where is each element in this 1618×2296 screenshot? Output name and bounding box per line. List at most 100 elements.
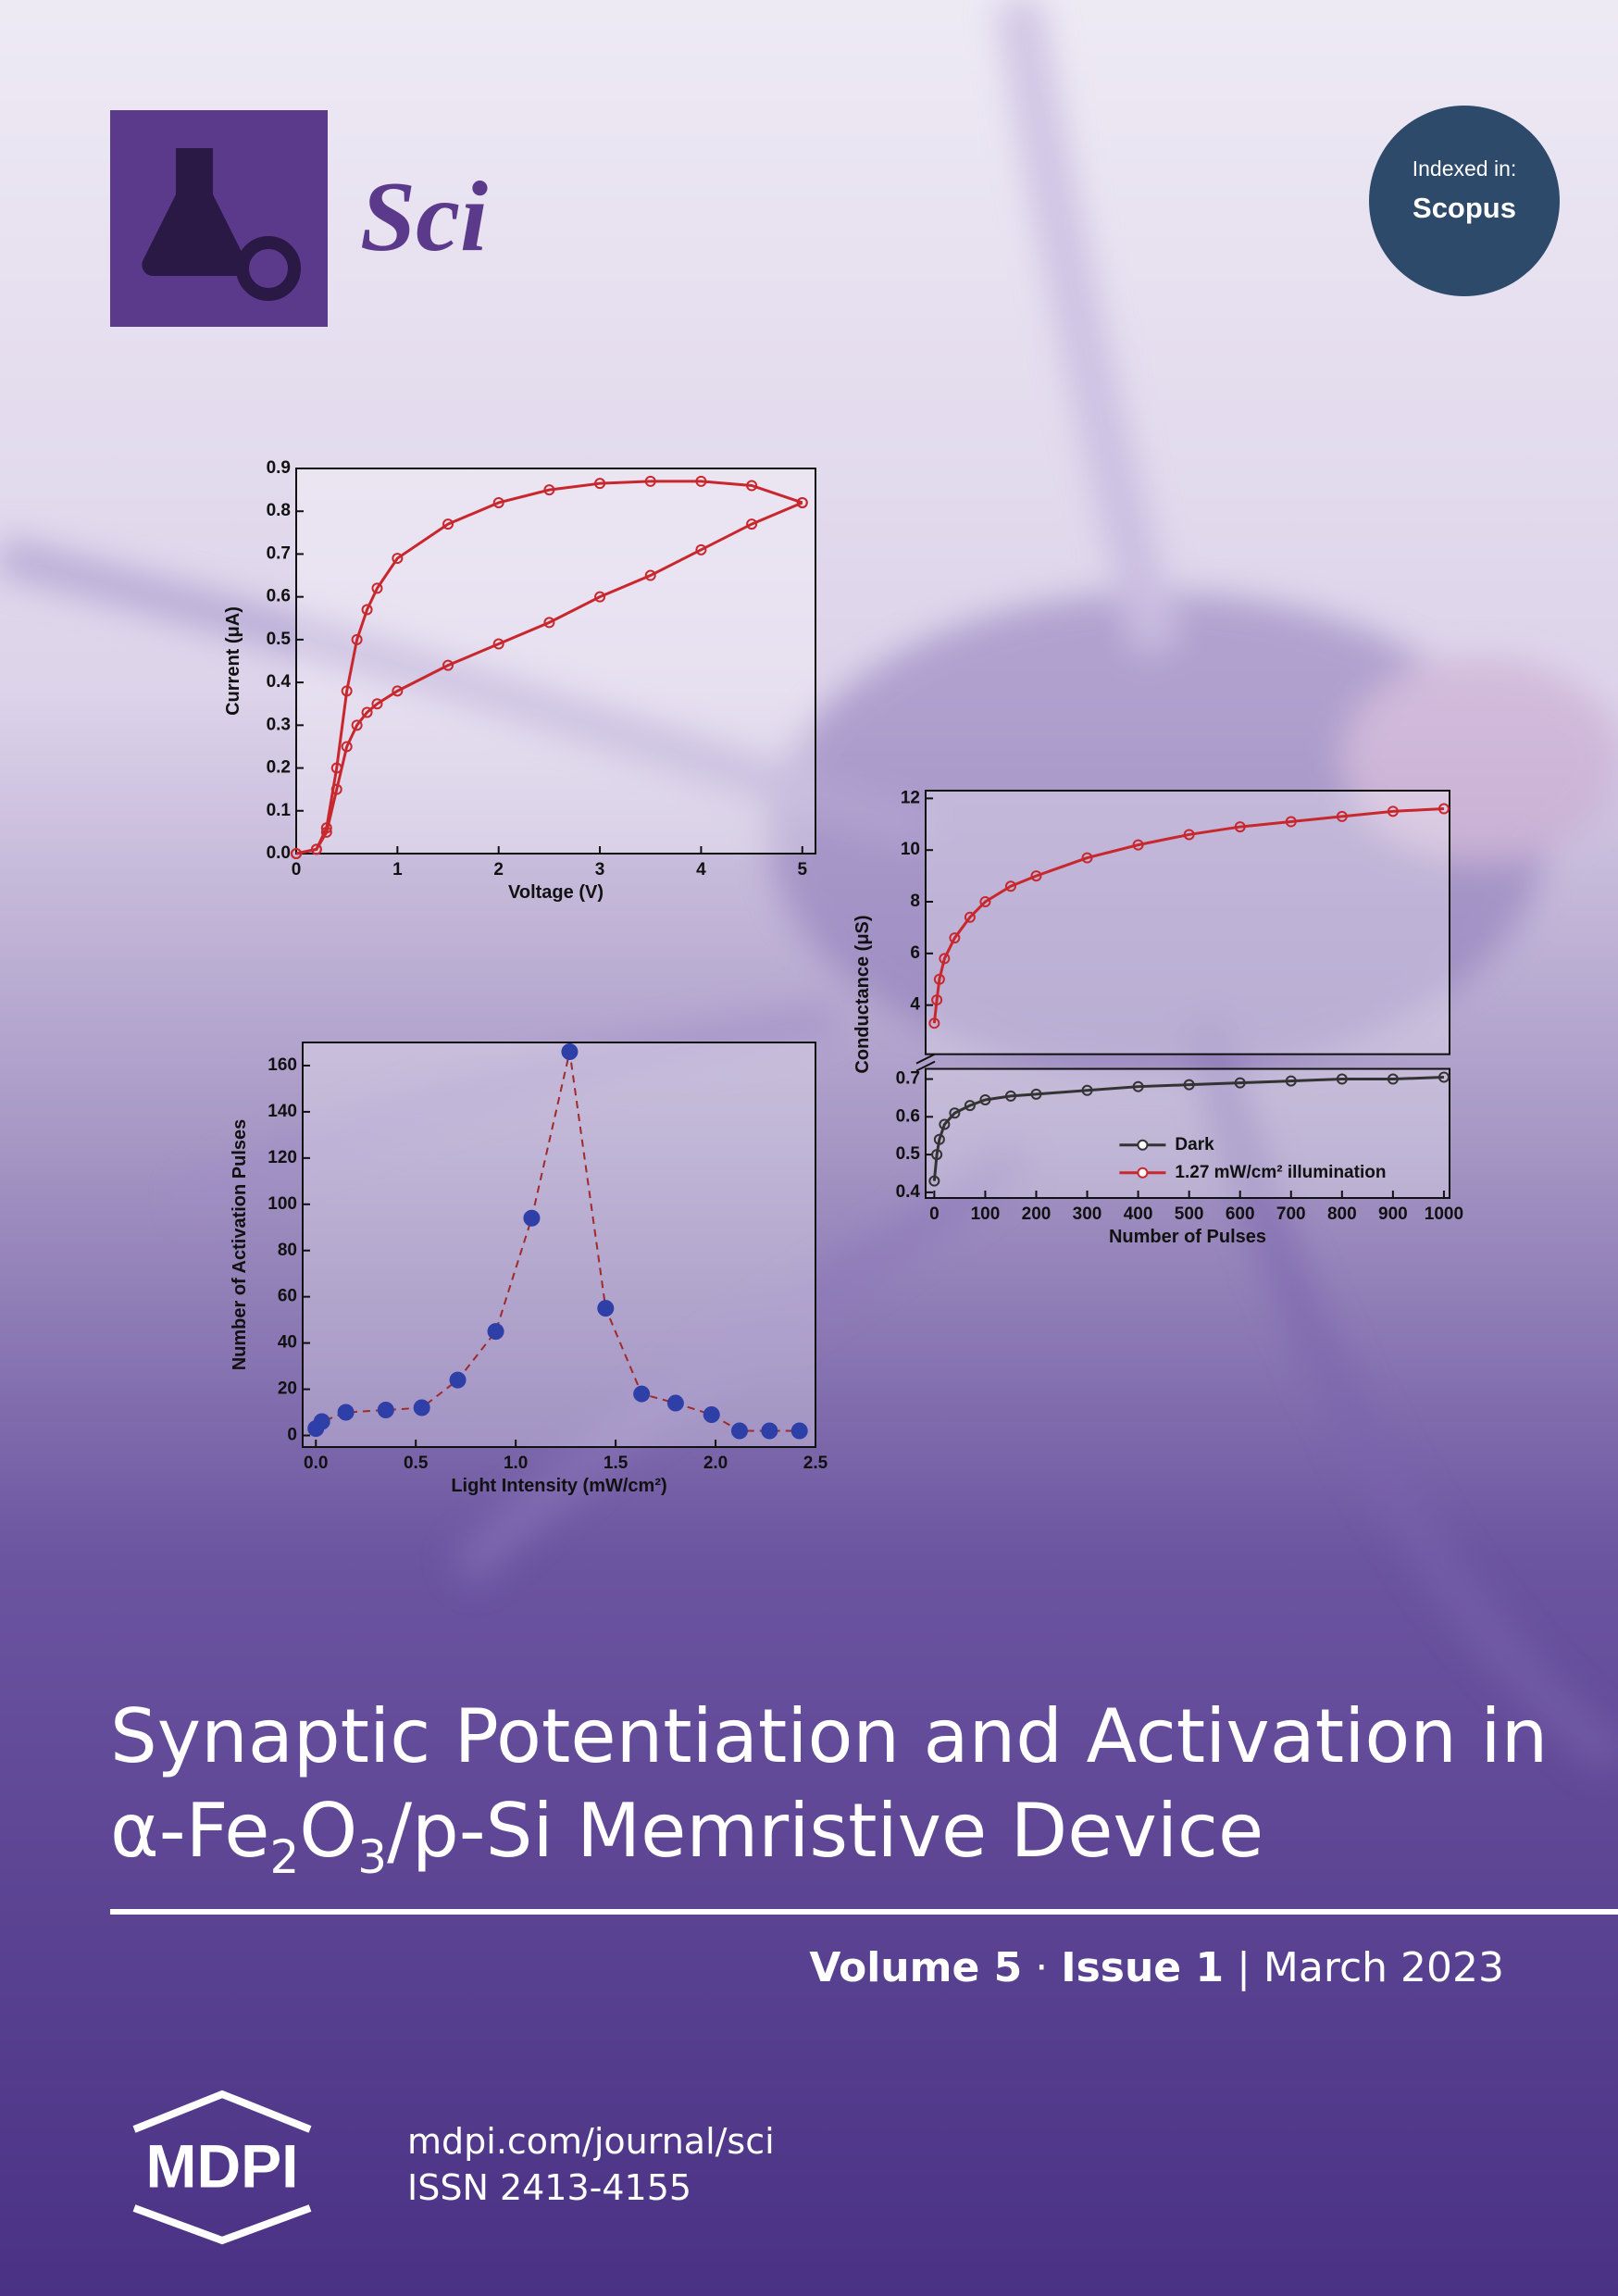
data-point (939, 953, 951, 965)
x-tick-label: 4 (696, 860, 706, 880)
data-point (730, 1422, 748, 1440)
data-point (644, 569, 656, 581)
data-point (291, 848, 302, 859)
x-tick-label: 0.0 (304, 1454, 328, 1473)
data-point (949, 1107, 961, 1119)
data-point (337, 1404, 355, 1421)
plot-frame (925, 1067, 1450, 1200)
y-axis-label: Current (μA) (223, 606, 243, 716)
data-point (1234, 1077, 1246, 1089)
data-point (928, 1017, 940, 1029)
series-line (932, 807, 1445, 1024)
data-point (931, 994, 943, 1006)
y-tick-label: 0.5 (267, 630, 292, 649)
x-tick-label: 0.5 (404, 1454, 429, 1473)
y-tick-label: 8 (910, 892, 920, 911)
data-point (1438, 803, 1450, 815)
data-point (1183, 829, 1195, 841)
flask-icon (142, 148, 247, 276)
data-point (371, 582, 383, 594)
x-tick-label: 800 (1327, 1204, 1357, 1224)
y-tick-label: 4 (910, 995, 920, 1015)
neuron-art (0, 0, 1618, 1777)
journal-url[interactable]: mdpi.com/journal/sci (407, 2121, 775, 2162)
y-tick-label: 0.4 (896, 1182, 921, 1202)
data-point (361, 706, 373, 718)
data-point (746, 480, 758, 492)
data-point (351, 633, 363, 645)
data-point (761, 1422, 778, 1440)
data-point (449, 1371, 467, 1389)
data-point (341, 685, 353, 697)
volume: Volume 5 (809, 1944, 1022, 1991)
data-point (1030, 870, 1042, 882)
data-point (633, 1385, 651, 1403)
data-point (1336, 1073, 1348, 1085)
x-tick-label: 100 (971, 1204, 1001, 1224)
y-tick-label: 6 (910, 943, 920, 963)
data-point (1081, 1084, 1093, 1096)
data-point (964, 911, 976, 923)
y-tick-label: 100 (268, 1194, 297, 1214)
data-point (330, 762, 342, 774)
data-point (695, 543, 707, 555)
data-point (1234, 821, 1246, 833)
x-axis-label: Voltage (V) (508, 882, 604, 903)
y-axis-label: Conductance (μS) (853, 915, 873, 1073)
y-tick-label: 0.4 (267, 672, 292, 692)
y-tick-label: 0 (287, 1426, 297, 1445)
y-tick-label: 80 (278, 1241, 297, 1260)
index-badge (1369, 106, 1560, 296)
date: March 2023 (1263, 1944, 1504, 1991)
data-point (790, 1422, 808, 1440)
y-axis-label: Number of Activation Pulses (230, 1119, 250, 1371)
data-point (746, 518, 758, 530)
y-tick-label: 0.6 (267, 587, 291, 606)
data-point (543, 484, 555, 496)
y-tick-label: 0.1 (267, 801, 292, 820)
data-point (695, 475, 707, 487)
title-line: Synaptic Potentiation and Activation in (110, 1693, 1548, 1779)
y-tick-label: 0.8 (267, 501, 291, 520)
indexed-db: Scopus (1413, 192, 1516, 224)
y-tick-label: 0.0 (267, 843, 291, 863)
x-axis-label: Number of Pulses (1109, 1227, 1266, 1247)
journal-name: Sci (360, 162, 488, 272)
series-line (295, 480, 803, 855)
x-tick-label: 2.5 (803, 1454, 828, 1473)
separator: · (1035, 1944, 1048, 1991)
indexed-label: Indexed in: (1413, 156, 1517, 181)
x-tick-label: 700 (1276, 1204, 1306, 1224)
publisher-logo: MDPI (146, 2131, 299, 2200)
data-point (392, 553, 404, 565)
divider: | (1237, 1944, 1251, 1991)
data-point (320, 822, 332, 834)
x-tick-label: 500 (1175, 1204, 1204, 1224)
x-tick-label: 1 (392, 860, 403, 880)
data-point (939, 1118, 951, 1130)
data-point (594, 591, 606, 603)
data-point (964, 1100, 976, 1112)
x-tick-label: 0 (292, 860, 302, 880)
x-axis-label: Light Intensity (mW/cm²) (451, 1476, 666, 1496)
x-tick-label: 1.5 (604, 1454, 629, 1473)
x-tick-label: 400 (1124, 1204, 1153, 1224)
x-tick-label: 1000 (1425, 1204, 1463, 1224)
gear-icon (236, 236, 301, 301)
legend-marker (1137, 1139, 1149, 1151)
y-tick-label: 0.3 (267, 715, 291, 734)
data-point (933, 1133, 945, 1145)
x-tick-label: 3 (595, 860, 605, 880)
data-point (644, 475, 656, 487)
mdpi-hexagon (132, 2090, 312, 2245)
data-point (979, 1093, 991, 1105)
data-point (1132, 839, 1144, 851)
y-tick-label: 0.7 (896, 1069, 920, 1089)
data-point (392, 685, 404, 697)
data-point (442, 659, 454, 671)
trend-line (315, 1051, 800, 1432)
data-point (666, 1394, 684, 1412)
data-point (703, 1406, 720, 1424)
title-rule (110, 1909, 1618, 1915)
